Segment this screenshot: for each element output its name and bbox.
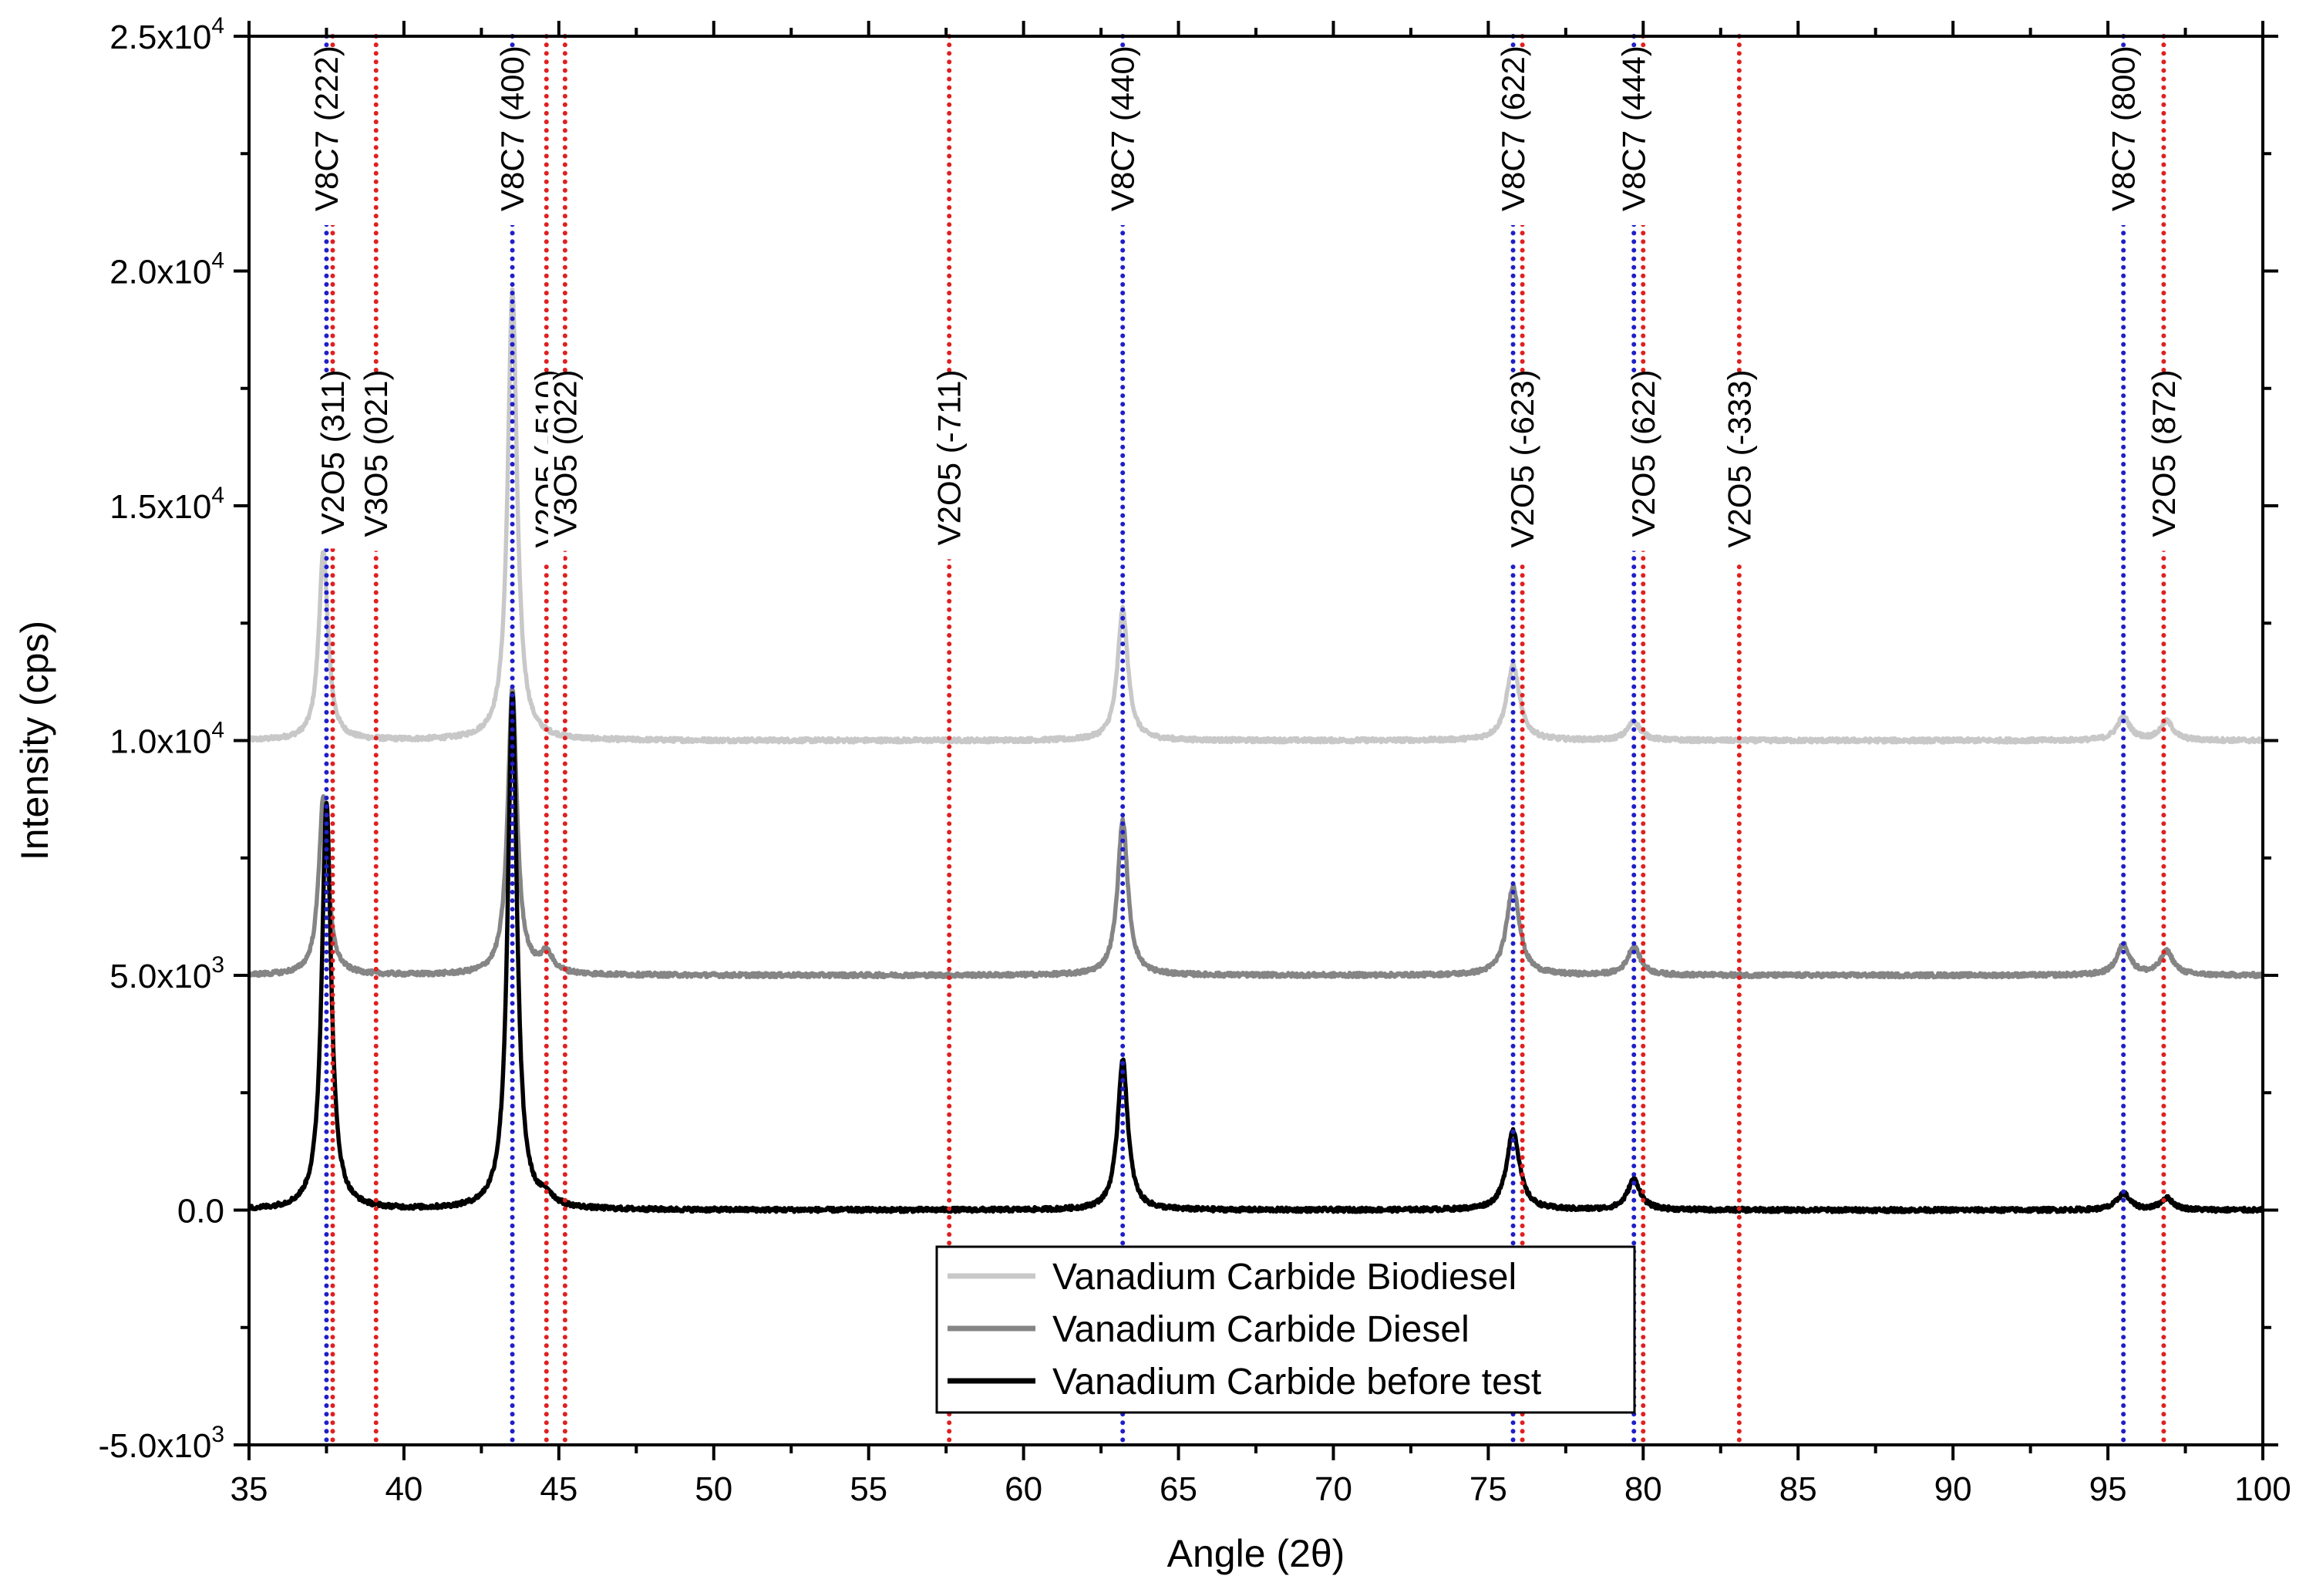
y-tick-base: x10 (157, 19, 211, 56)
reference-label-background (315, 374, 350, 549)
x-tick-label: 85 (1779, 1470, 1817, 1508)
y-tick-exponent: 3 (211, 952, 224, 978)
reference-label: V8C7 (622) (1495, 45, 1531, 211)
reference-label-background (1722, 374, 1756, 562)
reference-label-background (2106, 50, 2141, 225)
reference-label: V8C7 (800) (2106, 45, 2142, 211)
legend-box (935, 1245, 1636, 1414)
x-tick-label: 60 (1005, 1470, 1042, 1508)
y-tick-mantissa: 2.0 (109, 254, 157, 291)
y-tick-label: 2.0x104 (109, 248, 224, 291)
legend-label: Vanadium Carbide before test (1052, 1362, 1541, 1402)
curves-layer (247, 287, 2265, 1214)
y-tick-label: -5.0x103 (99, 1422, 224, 1465)
legend-label: Vanadium Carbide Biodiesel (1052, 1257, 1517, 1298)
reference-label-background (1505, 374, 1540, 562)
x-tick-label: 80 (1624, 1470, 1662, 1508)
reference-label: V8C7 (440) (1105, 45, 1141, 211)
reference-label-background (1617, 50, 1651, 225)
x-tick-label: 90 (1934, 1470, 1972, 1508)
reference-label-background (309, 50, 344, 225)
legend: Vanadium Carbide Biodiesel Vanadium Carbi… (935, 1245, 1636, 1414)
x-tick-label: 75 (1469, 1470, 1507, 1508)
x-tick-label: 55 (850, 1470, 887, 1508)
reference-lines-layer (324, 34, 2166, 1447)
y-tick-mantissa: 1.0 (109, 723, 157, 761)
y-tick-mantissa: 5.0 (109, 958, 157, 995)
reference-label: V2O5 (-333) (1721, 369, 1757, 547)
y-tick-base: x10 (157, 958, 211, 995)
reference-label-background (495, 50, 530, 225)
reference-labels-layer: V8C7 (222) V2O5 (311) V3O5 (021) V8C7 (400)… (308, 45, 2182, 562)
y-tick-exponent: 3 (211, 1422, 224, 1447)
reference-label: V2O5 (311) (315, 369, 351, 534)
x-axis-title: Angle (2θ) (1167, 1532, 1345, 1575)
reference-label-background (1496, 50, 1530, 225)
x-tick-label: 70 (1315, 1470, 1352, 1508)
x-tick-label: 40 (385, 1470, 422, 1508)
y-tick-exponent: 4 (211, 718, 224, 743)
reference-label: V2O5 (-711) (931, 369, 968, 545)
y-tick-label: 1.5x104 (109, 483, 224, 526)
series-line-before-test (247, 691, 2265, 1214)
reference-label: V8C7 (444) (1616, 45, 1652, 211)
reference-label-background (359, 374, 393, 551)
reference-label-background (932, 374, 967, 560)
y-tick-mantissa: 1.5 (109, 488, 157, 526)
legend-label: Vanadium Carbide Diesel (1052, 1309, 1469, 1350)
x-tick-label: 65 (1160, 1470, 1197, 1508)
y-tick-label: 0.0 (177, 1193, 224, 1231)
y-tick-exponent: 4 (211, 483, 224, 508)
reference-label-background (2146, 374, 2181, 551)
reference-label: V3O5 (021) (358, 369, 394, 537)
x-tick-label: 100 (2234, 1470, 2291, 1508)
series-line-biodiesel (247, 287, 2264, 745)
y-tick-exponent: 4 (211, 248, 224, 274)
x-tick-label: 35 (231, 1470, 268, 1508)
y-tick-base: x10 (157, 254, 211, 291)
reference-label-background (1626, 374, 1661, 551)
y-tick-base: x10 (157, 723, 211, 761)
x-tick-label: 95 (2089, 1470, 2127, 1508)
reference-label: V8C7 (400) (494, 45, 530, 211)
y-tick-label: 1.0x104 (109, 718, 224, 761)
x-tick-label: 50 (695, 1470, 732, 1508)
y-tick-mantissa: -5.0 (99, 1427, 157, 1465)
y-tick-base: x10 (157, 1427, 211, 1465)
reference-label-background (1106, 50, 1140, 225)
y-axis-title: Intensity (cps) (13, 621, 56, 860)
reference-label: V2O5 (-623) (1504, 369, 1540, 547)
ticks-layer: 35 40 45 50 55 60 65 70 75 80 85 90 95 100-5.0x1030.0… (13, 13, 2291, 1575)
y-tick-label: 2.5x104 (109, 13, 224, 56)
reference-label: V2O5 (872) (2146, 369, 2182, 537)
reference-label: V8C7 (222) (308, 45, 345, 211)
series-line-diesel (247, 687, 2265, 980)
y-tick-label: 5.0x103 (109, 952, 224, 995)
reference-label: V2O5 (622) (1625, 369, 1661, 537)
y-tick-mantissa: 0.0 (177, 1193, 224, 1231)
reference-label-background (547, 374, 582, 551)
reference-label: V3O5 (022) (547, 369, 583, 537)
x-tick-label: 45 (540, 1470, 577, 1508)
y-tick-base: x10 (157, 488, 211, 526)
y-tick-exponent: 4 (211, 13, 224, 39)
y-tick-mantissa: 2.5 (109, 19, 157, 56)
